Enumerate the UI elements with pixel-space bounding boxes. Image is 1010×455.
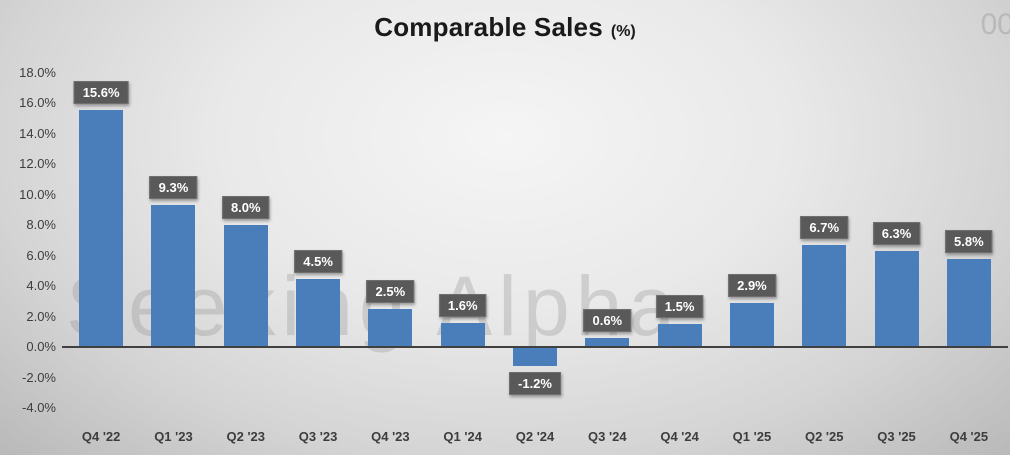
bar: [296, 278, 341, 348]
y-axis-tick-label: 6.0%: [26, 247, 56, 263]
x-axis-category-label: Q2 '25: [804, 429, 844, 444]
bar: [513, 348, 557, 367]
y-axis-tick-label: 2.0%: [26, 308, 56, 324]
x-axis-category-label: Q4 '23: [371, 429, 410, 444]
x-axis-category-label: Q3 '24: [588, 429, 627, 444]
bar: [874, 251, 919, 348]
bar-value-label: 6.3%: [872, 222, 921, 246]
bar: [657, 324, 702, 348]
y-axis-tick-label: 0.0%: [26, 339, 56, 355]
x-axis-category-label: Q1 '23: [154, 429, 193, 444]
x-axis-category-label: Q3 '23: [298, 429, 338, 444]
y-axis-tick-label: 12.0%: [19, 156, 56, 172]
y-axis-tick-label: 14.0%: [19, 125, 56, 141]
y-axis-tick-label: 4.0%: [26, 278, 56, 294]
x-axis-category-label: Q1 '24: [443, 429, 482, 444]
bar: [79, 109, 124, 348]
bar-value-label: 5.8%: [945, 229, 993, 253]
chart-title-text: Comparable Sales: [374, 12, 603, 42]
x-axis-category-label: Q4 '22: [81, 429, 121, 444]
bar-value-label: 2.9%: [728, 273, 776, 297]
bar-value-label: 2.5%: [366, 280, 415, 304]
y-axis-tick-label: 18.0%: [19, 65, 56, 80]
bar-value-label: 15.6%: [73, 80, 129, 104]
bar: [223, 225, 268, 348]
x-axis-category-label: Q1 '25: [732, 429, 772, 444]
bar: [802, 245, 847, 348]
bar-value-label: 8.0%: [221, 196, 270, 220]
x-axis-category-label: Q4 '24: [660, 429, 699, 444]
bar: [946, 258, 991, 348]
bar-value-label: 1.5%: [655, 295, 704, 319]
chart-title-unit: (%): [610, 23, 636, 40]
x-axis-category-label: Q2 '24: [515, 429, 555, 444]
bar-value-label: 9.3%: [149, 176, 198, 200]
x-axis-category-label: Q2 '23: [226, 429, 266, 444]
bar: [729, 302, 774, 348]
x-axis-category-label: Q4 '25: [949, 429, 989, 444]
watermark-fragment: 00: [980, 8, 1010, 41]
bar: [585, 337, 630, 348]
chart-title: Comparable Sales (%): [0, 12, 1010, 43]
bar-value-label: -1.2%: [509, 372, 561, 396]
x-axis-line: [62, 346, 1008, 349]
y-axis-tick-label: -2.0%: [22, 369, 56, 385]
y-axis-tick-label: -4.0%: [22, 400, 56, 415]
x-axis-category-label: Q3 '25: [877, 429, 916, 444]
bar: [440, 322, 485, 348]
y-axis-tick-label: 16.0%: [19, 95, 56, 111]
bar: [368, 309, 413, 348]
bar-value-label: 0.6%: [583, 308, 632, 332]
bar-value-label: 6.7%: [800, 216, 849, 240]
y-axis-tick-label: 8.0%: [26, 217, 56, 233]
bar-value-label: 1.6%: [438, 293, 487, 317]
bar-value-label: 4.5%: [294, 249, 342, 273]
bar: [151, 205, 196, 348]
y-axis-tick-label: 10.0%: [19, 186, 56, 202]
